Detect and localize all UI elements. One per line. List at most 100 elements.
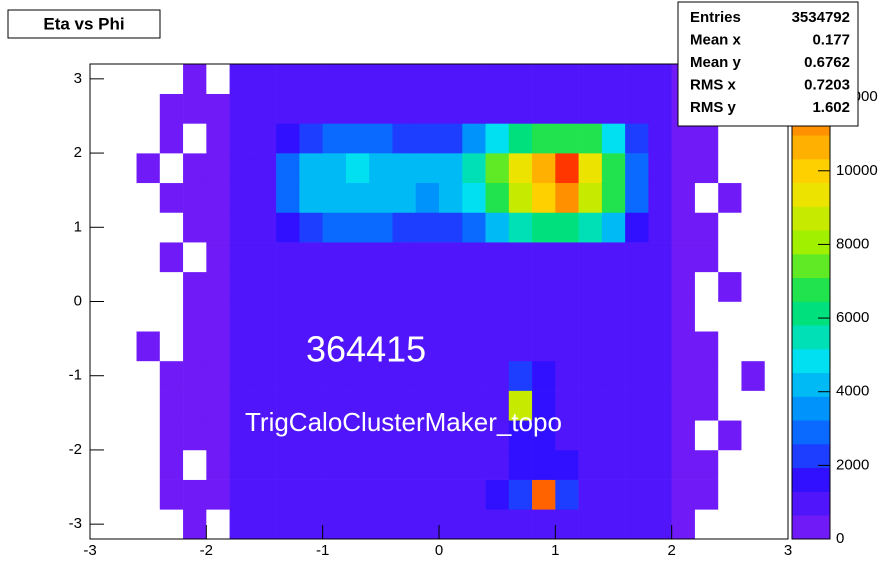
cell xyxy=(229,360,254,391)
palette-band xyxy=(792,325,830,350)
cell xyxy=(578,64,603,94)
cell xyxy=(532,479,556,510)
palette-band xyxy=(792,182,830,207)
cell xyxy=(625,390,649,421)
cell xyxy=(648,212,672,243)
cell xyxy=(159,123,184,154)
palette-band xyxy=(792,420,830,445)
cell xyxy=(764,301,789,332)
cell xyxy=(183,182,207,213)
cell xyxy=(485,449,510,480)
cell xyxy=(532,123,556,154)
x-tick-label: 2 xyxy=(667,542,675,559)
cell xyxy=(299,212,323,243)
cell xyxy=(276,390,300,421)
z-tick-label: 2000 xyxy=(836,456,869,473)
cell xyxy=(345,153,370,184)
cell xyxy=(322,123,347,154)
cell xyxy=(392,153,417,184)
cell xyxy=(415,123,440,154)
cell xyxy=(625,93,649,124)
cell xyxy=(485,93,510,124)
cell xyxy=(392,301,417,332)
cell xyxy=(532,153,556,184)
cell xyxy=(694,360,719,391)
cell xyxy=(601,271,626,302)
cell xyxy=(694,182,719,213)
cell xyxy=(276,509,300,540)
cell xyxy=(183,123,207,154)
cell xyxy=(322,479,347,510)
cell xyxy=(648,390,672,421)
cell xyxy=(369,123,393,154)
cell xyxy=(345,479,370,510)
run-number: 364415 xyxy=(306,329,426,370)
cell xyxy=(625,242,649,273)
cell xyxy=(206,153,230,184)
cell xyxy=(206,420,230,451)
cell xyxy=(648,360,672,391)
cell xyxy=(439,123,463,154)
cell xyxy=(439,420,463,451)
cell xyxy=(252,212,277,243)
cell xyxy=(671,242,696,273)
cell xyxy=(159,331,184,362)
cell xyxy=(555,153,579,184)
cell xyxy=(299,153,323,184)
cell xyxy=(532,242,556,273)
cell xyxy=(718,360,742,391)
cell xyxy=(322,390,347,421)
cell xyxy=(136,331,161,362)
cell xyxy=(90,182,114,213)
cell xyxy=(183,93,207,124)
cell xyxy=(741,123,766,154)
cell xyxy=(322,331,347,362)
cell xyxy=(252,420,277,451)
cell xyxy=(229,64,254,94)
cell xyxy=(159,509,184,540)
cell xyxy=(764,509,789,540)
cell xyxy=(113,479,137,510)
cell xyxy=(532,420,556,451)
cell xyxy=(183,360,207,391)
cell xyxy=(555,390,579,421)
cell xyxy=(159,212,184,243)
cell xyxy=(462,212,486,243)
cell xyxy=(764,182,789,213)
cell xyxy=(578,360,603,391)
cell xyxy=(694,420,719,451)
palette-band xyxy=(792,206,830,231)
cell xyxy=(252,64,277,94)
cell xyxy=(206,182,230,213)
cell xyxy=(555,301,579,332)
palette-band xyxy=(792,372,830,397)
cell xyxy=(718,301,742,332)
cell xyxy=(136,449,161,480)
cell xyxy=(369,390,393,421)
cell xyxy=(625,64,649,94)
cell xyxy=(764,479,789,510)
cell xyxy=(485,360,510,391)
cell xyxy=(415,301,440,332)
cell xyxy=(415,153,440,184)
cell xyxy=(532,271,556,302)
cell xyxy=(625,271,649,302)
cell xyxy=(741,360,766,391)
cell xyxy=(299,479,323,510)
cell xyxy=(439,64,463,94)
cell xyxy=(113,390,137,421)
cell xyxy=(462,420,486,451)
cell xyxy=(252,123,277,154)
cell xyxy=(299,331,323,362)
stats-value: 1.602 xyxy=(812,99,850,116)
cell xyxy=(578,271,603,302)
palette-band xyxy=(792,444,830,469)
cell xyxy=(415,331,440,362)
cell xyxy=(392,479,417,510)
stats-frame xyxy=(677,1,859,127)
cell xyxy=(299,64,323,94)
cell xyxy=(508,123,533,154)
cell xyxy=(136,182,161,213)
cell xyxy=(462,123,486,154)
